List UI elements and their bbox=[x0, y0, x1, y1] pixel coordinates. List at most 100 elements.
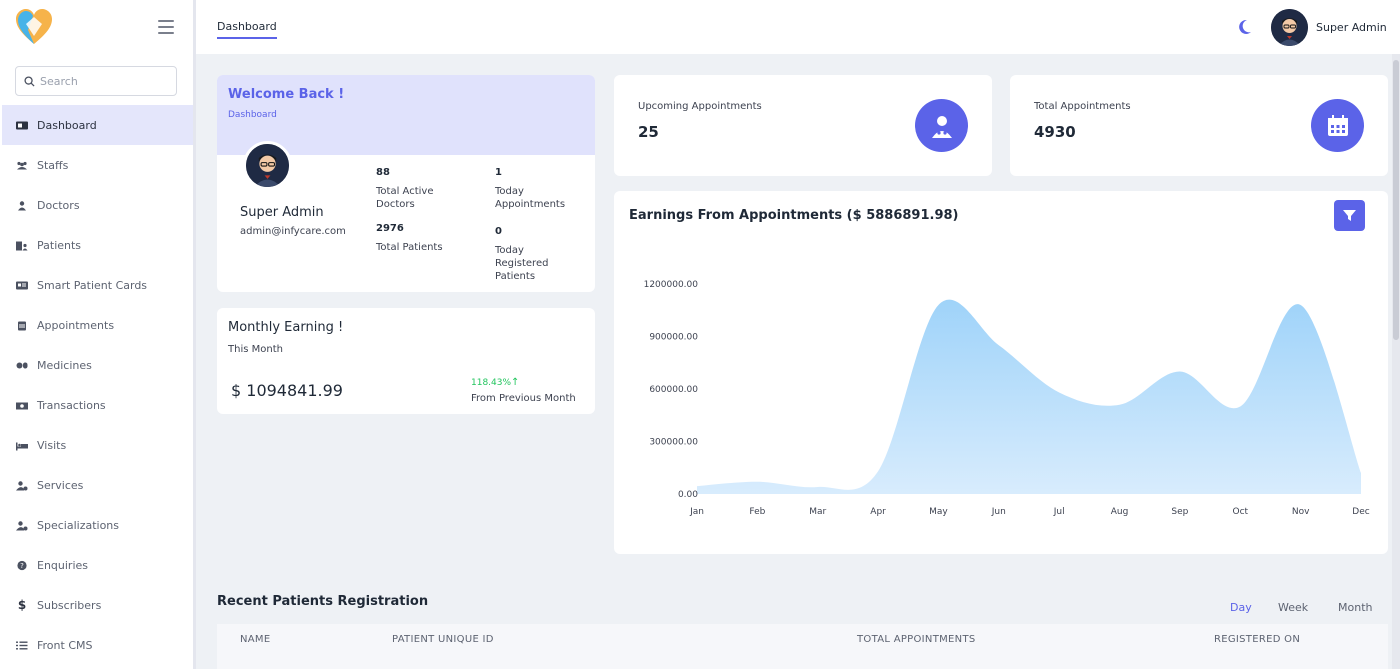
stat-label: Today Appointments bbox=[495, 186, 566, 210]
column-header[interactable]: TOTAL APPOINTMENTS bbox=[857, 634, 976, 645]
monthly-change-label: From Previous Month bbox=[471, 393, 576, 404]
welcome-card: Welcome Back ! Dashboard Super Admin adm… bbox=[217, 75, 595, 292]
stat-label: Total Active Doctors bbox=[376, 186, 434, 210]
dollar-icon: $ bbox=[17, 598, 27, 612]
sidebar-item-staffs[interactable]: Staffs bbox=[2, 145, 193, 185]
y-tick-label: 1200000.00 bbox=[644, 280, 699, 290]
avatar bbox=[243, 141, 292, 190]
recent-patients-table-header: NAME PATIENT UNIQUE ID TOTAL APPOINTMENT… bbox=[217, 624, 1388, 669]
stat-value: 2976 bbox=[376, 223, 404, 234]
page-scrollbar[interactable] bbox=[1392, 54, 1400, 669]
sidebar-item-smart-patient-cards[interactable]: Smart Patient Cards bbox=[2, 265, 193, 305]
welcome-title: Welcome Back ! bbox=[228, 87, 345, 102]
period-week-tab[interactable]: Week bbox=[1278, 601, 1309, 614]
sidebar-item-label: Visits bbox=[37, 438, 67, 452]
total-appointments-card: Total Appointments 4930 bbox=[1010, 75, 1388, 176]
stat-value: 0 bbox=[495, 226, 502, 237]
stat-label: Today Registered Patients bbox=[495, 245, 549, 282]
upcoming-appointments-card: Upcoming Appointments 25 bbox=[614, 75, 992, 176]
sidebar-item-doctors[interactable]: Doctors bbox=[2, 185, 193, 225]
id-card-icon bbox=[15, 279, 29, 291]
y-tick-label: 900000.00 bbox=[649, 333, 698, 343]
x-tick-label: Oct bbox=[1232, 507, 1248, 517]
sidebar-item-front-cms[interactable]: Front CMS bbox=[2, 625, 193, 665]
x-tick-label: Feb bbox=[749, 507, 765, 517]
monthly-subtitle: This Month bbox=[228, 344, 283, 355]
dark-mode-toggle-icon[interactable] bbox=[1238, 19, 1252, 35]
breadcrumb[interactable]: Dashboard bbox=[217, 20, 277, 39]
stat-today-registered-patients: 0 Today Registered Patients bbox=[495, 225, 565, 283]
sidebar-item-patients[interactable]: Patients bbox=[2, 225, 193, 265]
user-name[interactable]: Super Admin bbox=[1316, 21, 1387, 34]
sidebar-item-label: Dashboard bbox=[37, 118, 97, 132]
sidebar-item-label: Smart Patient Cards bbox=[37, 278, 148, 292]
stat-total-patients: 2976 Total Patients bbox=[376, 222, 456, 254]
stat-label: Total Patients bbox=[376, 242, 443, 253]
card-value: 25 bbox=[638, 123, 659, 141]
sidebar-item-label: Patients bbox=[37, 238, 82, 252]
x-tick-label: Aug bbox=[1111, 507, 1129, 517]
earnings-area-series bbox=[697, 299, 1361, 494]
welcome-subtitle[interactable]: Dashboard bbox=[228, 110, 277, 120]
sidebar-item-label: Doctors bbox=[37, 198, 80, 212]
search-input[interactable] bbox=[40, 74, 170, 88]
x-tick-label: Apr bbox=[870, 507, 886, 517]
sidebar-item-label: Staffs bbox=[37, 158, 69, 172]
period-day-tab[interactable]: Day bbox=[1230, 601, 1252, 614]
monthly-change: 118.43%↑ bbox=[471, 377, 519, 388]
app-logo-icon[interactable] bbox=[14, 8, 54, 46]
sidebar-item-label: Transactions bbox=[37, 398, 106, 412]
sidebar-item-subscribers[interactable]: $ Subscribers bbox=[2, 585, 193, 625]
sidebar-item-label: Enquiries bbox=[37, 558, 89, 572]
period-month-tab[interactable]: Month bbox=[1338, 601, 1373, 614]
question-icon: ? bbox=[15, 559, 29, 571]
card-label: Total Appointments bbox=[1034, 101, 1131, 112]
earnings-chart-card: Earnings From Appointments ($ 5886891.98… bbox=[614, 191, 1388, 554]
sidebar-item-visits[interactable]: Visits bbox=[2, 425, 193, 465]
sidebar-nav: Dashboard Staffs Doctors Patients Smart … bbox=[2, 105, 193, 665]
recent-patients-title: Recent Patients Registration bbox=[217, 594, 429, 609]
sidebar-item-medicines[interactable]: Medicines bbox=[2, 345, 193, 385]
top-header: Dashboard Super Admin bbox=[196, 0, 1400, 54]
sidebar-item-appointments[interactable]: Appointments bbox=[2, 305, 193, 345]
scrollbar-thumb[interactable] bbox=[1393, 60, 1399, 340]
hospital-user-icon bbox=[15, 239, 29, 251]
chart-title: Earnings From Appointments ($ 5886891.98… bbox=[629, 208, 959, 223]
x-tick-label: Jan bbox=[689, 507, 704, 517]
sidebar-item-label: Services bbox=[37, 478, 84, 492]
column-header[interactable]: REGISTERED ON bbox=[1214, 634, 1301, 645]
search-field[interactable] bbox=[15, 66, 177, 96]
sidebar-item-label: Medicines bbox=[37, 358, 92, 372]
avatar[interactable] bbox=[1271, 9, 1308, 46]
sidebar-item-specializations[interactable]: Specializations bbox=[2, 505, 193, 545]
sidebar-item-enquiries[interactable]: ? Enquiries bbox=[2, 545, 193, 585]
sidebar-item-transactions[interactable]: Transactions bbox=[2, 385, 193, 425]
filter-button[interactable] bbox=[1334, 200, 1365, 231]
user-doctor-icon bbox=[15, 199, 29, 211]
monthly-amount: $ 1094841.99 bbox=[231, 381, 343, 400]
menu-toggle-icon[interactable] bbox=[158, 20, 174, 34]
x-tick-label: Nov bbox=[1292, 507, 1310, 517]
stat-value: 88 bbox=[376, 167, 390, 178]
y-tick-label: 300000.00 bbox=[649, 438, 698, 448]
profile-name: Super Admin bbox=[240, 205, 324, 220]
sidebar-item-label: Subscribers bbox=[37, 598, 102, 612]
search-icon bbox=[24, 75, 35, 87]
sidebar-item-services[interactable]: Services bbox=[2, 465, 193, 505]
sidebar-item-dashboard[interactable]: Dashboard bbox=[2, 105, 193, 145]
y-tick-label: 0.00 bbox=[678, 490, 698, 500]
list-icon bbox=[15, 639, 29, 651]
change-value: 118.43% bbox=[471, 378, 512, 388]
sidebar-item-label: Appointments bbox=[37, 318, 115, 332]
pills-icon bbox=[15, 359, 29, 371]
column-header[interactable]: PATIENT UNIQUE ID bbox=[392, 634, 494, 645]
card-label: Upcoming Appointments bbox=[638, 101, 762, 112]
user-gear-icon bbox=[15, 519, 29, 531]
column-header[interactable]: NAME bbox=[240, 634, 271, 645]
stat-value: 1 bbox=[495, 167, 502, 178]
x-tick-label: May bbox=[929, 507, 948, 517]
stat-total-active-doctors: 88 Total Active Doctors bbox=[376, 166, 456, 211]
earnings-chart: 0.00 300000.00 600000.00 900000.00 1200000.0… bbox=[644, 280, 1370, 517]
monthly-title: Monthly Earning ! bbox=[228, 320, 344, 335]
profile-email: admin@infycare.com bbox=[240, 226, 346, 237]
